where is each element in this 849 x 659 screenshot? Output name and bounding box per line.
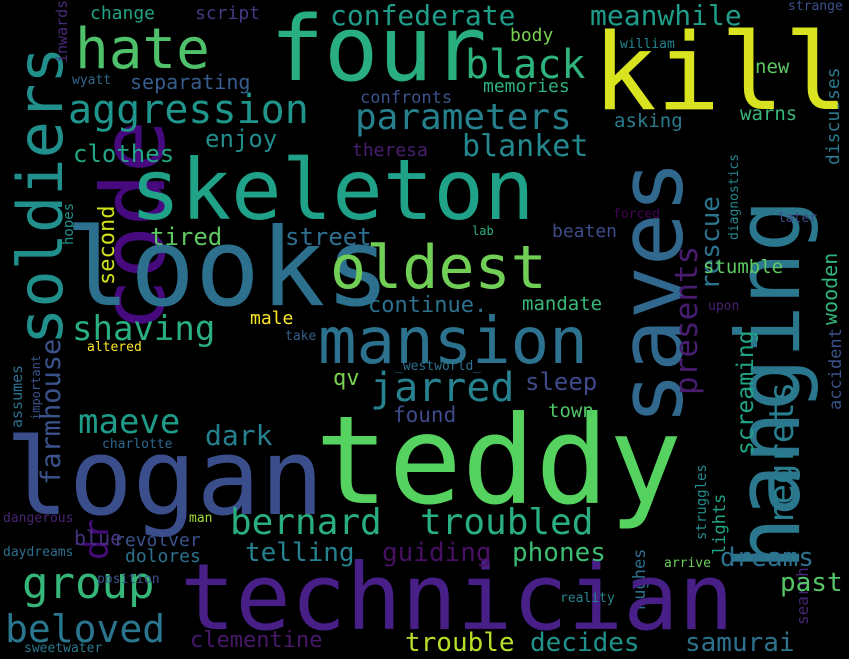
word-lab: lab [472, 224, 494, 238]
word-strange: strange [788, 0, 843, 14]
word-beaten: beaten [552, 221, 618, 242]
word-past: past [780, 568, 843, 598]
word-oldest: oldest [330, 233, 547, 303]
word-aggression: aggression [68, 87, 309, 133]
word-memories: memories [483, 76, 570, 97]
word-found: found [393, 403, 457, 427]
word-accident: accident [826, 328, 846, 410]
word-warns: warns [740, 103, 798, 125]
word-kill: kill [592, 11, 848, 134]
word-looks: looks [65, 206, 391, 331]
word-confronts: confronts [360, 88, 453, 108]
word-dangerous: dangerous [3, 511, 74, 526]
word-sleep: sleep [525, 368, 598, 396]
word-mansion: mansion [318, 305, 588, 379]
word-dolores: dolores [125, 546, 201, 567]
word-altered: altered [87, 340, 142, 355]
word-four: four [270, 0, 487, 102]
word-logan: logan [5, 416, 325, 539]
word-parameters: parameters [355, 97, 572, 138]
word-reality: reality [560, 591, 615, 606]
word-skeleton: skeleton [130, 141, 535, 239]
word-street: street [285, 223, 372, 251]
word-town: town [548, 400, 594, 422]
word-sweetwater: sweetwater [24, 641, 103, 656]
word-new: new [755, 56, 790, 78]
word-inwards: inwards [53, 0, 71, 64]
word-dark: dark [205, 419, 273, 452]
word-clementine: clementine [190, 628, 323, 653]
word-phones: phones [512, 538, 606, 568]
word-confederate: confederate [330, 0, 516, 32]
word-blue: blue [74, 526, 123, 550]
word-tired: tired [150, 223, 223, 251]
word-daydreams: daydreams [3, 545, 74, 560]
word-clothes: clothes [73, 140, 175, 168]
word-male: male [250, 308, 294, 329]
word-body: body [510, 25, 554, 46]
word-arrive: arrive [664, 556, 711, 571]
word-soldiers: soldiers [4, 46, 77, 345]
word-struggles: struggles [694, 464, 710, 540]
word-stumble: stumble [703, 256, 784, 278]
word-regrets: regrets [762, 381, 802, 525]
word-mandate: mandate [522, 293, 603, 315]
word-beloved: beloved [5, 607, 166, 651]
word-continue: continue. [368, 293, 488, 318]
word-bernard-troubled: bernard [230, 502, 382, 543]
word-jarred: jarred [370, 365, 515, 411]
word-man: man [189, 511, 213, 526]
word-important: important [29, 354, 43, 420]
word-revolver: revolver [114, 530, 201, 551]
word-shaving: shaving [72, 309, 216, 349]
word-position: position [97, 572, 160, 587]
word-forced: forced [613, 207, 660, 222]
word-telling: telling [245, 538, 355, 568]
word-separating: separating [130, 70, 251, 94]
word-guiding: guiding [382, 538, 492, 568]
word-meanwhile: meanwhile [590, 0, 742, 32]
word-asking: asking [614, 110, 683, 132]
word-later: later [778, 211, 818, 226]
word-wooden: wooden [818, 252, 842, 325]
word-technician: technician [180, 544, 734, 651]
word-screaming: screaming [733, 330, 759, 455]
word-charlotte: charlotte [102, 437, 173, 452]
word-theresa: theresa [352, 140, 428, 161]
word-westworld: _westworld_ [395, 359, 482, 374]
word-maeve: maeve [78, 402, 181, 442]
word-decides: decides [530, 628, 640, 658]
word-black: black [465, 42, 586, 88]
word-william: william [620, 37, 675, 52]
word-samurai: samurai [685, 628, 795, 658]
word-group: group [22, 558, 155, 609]
word-diagnostics: diagnostics [727, 153, 742, 240]
word-wyatt: wyatt [72, 73, 112, 88]
word-trouble: trouble [405, 628, 515, 658]
word-upon: upon [708, 299, 740, 314]
word-change: change [90, 3, 156, 24]
word-dreams: dreams [720, 543, 814, 573]
word-qv: qv [333, 366, 360, 391]
word-teddy: teddy [315, 390, 683, 532]
word-script: script [195, 3, 261, 24]
word-hate: hate [75, 17, 210, 82]
word-take: take [285, 329, 317, 344]
word-blanket: blanket [462, 129, 589, 164]
word-troubled: troubled [420, 502, 594, 543]
word-enjoy: enjoy [205, 125, 278, 153]
